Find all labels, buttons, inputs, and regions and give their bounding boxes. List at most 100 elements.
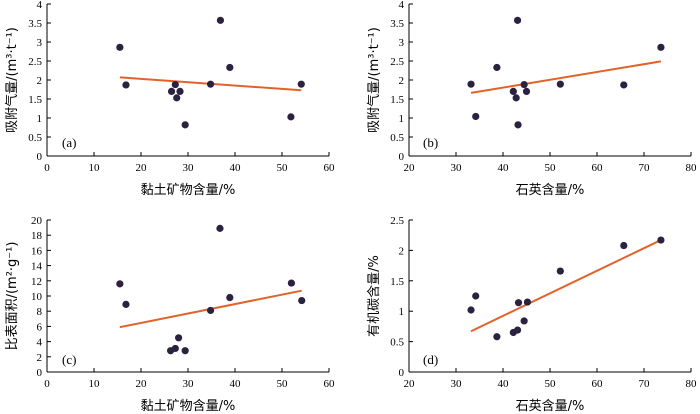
x-tick-label: 20 bbox=[136, 162, 148, 174]
y-tick-label: 8 bbox=[37, 306, 43, 318]
x-axis-title: 黏土矿物含量/% bbox=[141, 398, 236, 414]
panel-label: (b) bbox=[423, 135, 438, 150]
data-point bbox=[175, 334, 183, 342]
x-tick-label: 40 bbox=[230, 378, 242, 390]
y-axis-title: 有机碳含量/% bbox=[366, 255, 382, 337]
data-point bbox=[657, 43, 665, 51]
y-tick-label: 0 bbox=[399, 151, 405, 163]
y-tick-label: 2 bbox=[37, 75, 43, 87]
y-tick-label: 1 bbox=[37, 113, 43, 125]
data-point bbox=[287, 113, 295, 121]
y-tick-label: 1 bbox=[399, 113, 405, 125]
data-point bbox=[522, 87, 531, 95]
data-point bbox=[181, 121, 189, 129]
y-axis-title: 比表面积/(m²·g⁻¹) bbox=[5, 242, 20, 351]
y-tick-label: 2 bbox=[399, 245, 405, 257]
x-tick-label: 0 bbox=[44, 162, 50, 174]
data-point bbox=[122, 81, 130, 89]
data-point bbox=[226, 293, 234, 302]
x-tick-label: 60 bbox=[592, 162, 604, 174]
y-tick-label: 18 bbox=[31, 230, 43, 242]
x-tick-label: 20 bbox=[404, 378, 416, 390]
x-tick-label: 40 bbox=[498, 162, 510, 174]
x-tick-label: 70 bbox=[639, 378, 651, 390]
data-point bbox=[173, 94, 181, 102]
data-point bbox=[216, 224, 224, 232]
y-tick-label: 2.5 bbox=[390, 56, 404, 68]
x-tick-label: 30 bbox=[451, 378, 463, 390]
data-point bbox=[514, 299, 523, 307]
y-axis-title: 吸附气量/(m³·t⁻¹) bbox=[4, 27, 20, 133]
x-tick-label: 70 bbox=[639, 162, 651, 174]
y-tick-label: 1.5 bbox=[390, 94, 404, 106]
y-tick-label: 14 bbox=[31, 261, 43, 273]
x-tick-label: 20 bbox=[404, 162, 416, 174]
y-tick-label: 10 bbox=[31, 291, 43, 303]
panel-label: (c) bbox=[62, 352, 76, 367]
y-tick-label: 0 bbox=[399, 367, 405, 379]
x-tick-label: 10 bbox=[89, 378, 101, 390]
panel-label: (d) bbox=[423, 352, 438, 367]
y-tick-label: 4 bbox=[37, 0, 43, 11]
x-tick-label: 30 bbox=[183, 162, 195, 174]
y-tick-label: 12 bbox=[31, 276, 42, 288]
data-point bbox=[226, 63, 234, 72]
panel-d: 20 30 40 50 60 70 80 0 0.5 1 1.5 2 2.5 (d) 石英含量/% 有机碳含量… bbox=[366, 215, 697, 414]
data-point bbox=[556, 80, 564, 88]
y-tick-label: 6 bbox=[37, 321, 43, 333]
data-point bbox=[216, 16, 225, 24]
data-point bbox=[472, 292, 480, 300]
data-point bbox=[181, 347, 189, 355]
y-tick-label: 4 bbox=[37, 337, 43, 349]
data-point bbox=[556, 267, 564, 275]
y-tick-label: 3.5 bbox=[28, 18, 42, 30]
y-tick-label: 20 bbox=[31, 215, 43, 227]
data-point bbox=[171, 80, 179, 89]
data-point bbox=[523, 298, 532, 306]
y-tick-label: 2.5 bbox=[390, 215, 404, 227]
y-tick-label: 0.5 bbox=[28, 132, 42, 144]
y-tick-label: 0 bbox=[37, 367, 43, 379]
x-tick-label: 30 bbox=[451, 162, 463, 174]
x-tick-label: 50 bbox=[545, 378, 557, 390]
y-tick-label: 3.5 bbox=[390, 18, 404, 30]
data-point bbox=[116, 43, 124, 51]
data-point bbox=[493, 333, 501, 341]
data-point bbox=[116, 280, 124, 288]
data-point bbox=[298, 296, 306, 305]
data-point bbox=[122, 300, 130, 308]
x-tick-label: 20 bbox=[136, 378, 148, 390]
y-tick-label: 3 bbox=[37, 37, 43, 49]
y-tick-label: 2 bbox=[37, 352, 43, 364]
data-point bbox=[513, 326, 522, 334]
data-point bbox=[620, 81, 628, 89]
data-point bbox=[176, 87, 184, 95]
fit-line bbox=[470, 239, 662, 333]
fit-line bbox=[470, 60, 662, 94]
x-tick-label: 80 bbox=[686, 162, 698, 174]
x-tick-label: 40 bbox=[230, 162, 242, 174]
data-point bbox=[657, 236, 665, 244]
data-point bbox=[297, 80, 305, 88]
data-point bbox=[472, 112, 480, 121]
data-point bbox=[171, 344, 179, 353]
x-axis-title: 石英含量/% bbox=[516, 182, 585, 198]
y-tick-label: 2 bbox=[399, 75, 405, 87]
y-axis-title: 吸附气量/(m³·t⁻¹) bbox=[366, 27, 382, 133]
data-point bbox=[514, 121, 522, 129]
data-point bbox=[467, 80, 475, 88]
data-point bbox=[509, 87, 517, 95]
data-point bbox=[493, 63, 501, 72]
x-tick-label: 60 bbox=[324, 378, 336, 390]
x-tick-label: 30 bbox=[183, 378, 195, 390]
data-point bbox=[287, 279, 295, 287]
x-tick-label: 40 bbox=[498, 378, 510, 390]
x-tick-label: 80 bbox=[686, 378, 698, 390]
panel-a: 0 10 20 30 40 50 60 0 0.5 1 1.5 2 2.5 3 3.5 4 (a) 黏土矿物含量/… bbox=[4, 0, 335, 198]
x-tick-label: 0 bbox=[44, 378, 50, 390]
data-point bbox=[206, 306, 215, 315]
x-tick-label: 50 bbox=[277, 378, 289, 390]
data-point bbox=[167, 87, 176, 95]
y-tick-label: 2.5 bbox=[28, 56, 42, 68]
